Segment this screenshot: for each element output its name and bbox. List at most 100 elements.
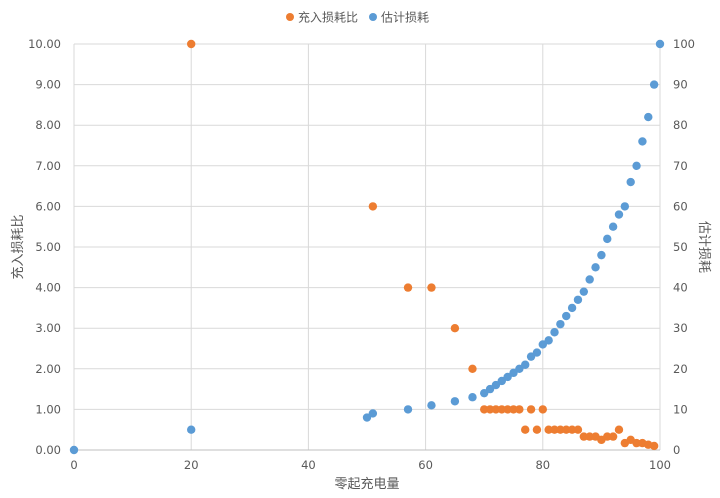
estimated-loss-point bbox=[573, 295, 583, 304]
estimated-loss-point bbox=[503, 372, 512, 382]
charge-loss-ratio-point bbox=[509, 405, 518, 414]
legend-marker-estimated-loss bbox=[369, 13, 377, 21]
estimated-loss-point bbox=[497, 376, 506, 386]
estimated-loss-point bbox=[544, 336, 553, 345]
estimated-loss-point bbox=[362, 413, 372, 422]
x-tick-label: 80 bbox=[535, 458, 550, 472]
estimated-loss-point bbox=[526, 352, 536, 361]
x-tick-label: 20 bbox=[184, 458, 199, 472]
y-left-tick-label: 5.00 bbox=[35, 240, 61, 254]
data-points bbox=[69, 39, 665, 455]
y-right-tick-label: 60 bbox=[673, 199, 688, 213]
charge-loss-ratio-point bbox=[427, 283, 436, 292]
y-right-tick-label: 80 bbox=[673, 118, 688, 132]
charge-loss-ratio-point bbox=[403, 283, 413, 292]
charge-loss-ratio-point bbox=[579, 432, 589, 441]
legend-label-estimated-loss: 估计损耗 bbox=[381, 11, 429, 25]
y-left-tick-label: 9.00 bbox=[35, 78, 61, 92]
estimated-loss-point bbox=[485, 384, 495, 394]
charge-loss-ratio-point bbox=[573, 425, 583, 434]
y-right-tick-label: 70 bbox=[673, 159, 688, 173]
charge-loss-ratio-point bbox=[614, 425, 624, 434]
y-right-tick-label: 50 bbox=[673, 240, 688, 254]
estimated-loss-point bbox=[585, 275, 594, 284]
estimated-loss-point bbox=[368, 409, 378, 418]
estimated-loss-point bbox=[480, 388, 489, 398]
y-left-tick-label: 3.00 bbox=[35, 321, 61, 335]
charge-loss-ratio-point bbox=[585, 432, 594, 441]
y-left-tick-label: 10.00 bbox=[28, 37, 61, 51]
estimated-loss-point bbox=[597, 250, 606, 260]
y-left-tick-label: 7.00 bbox=[35, 159, 61, 173]
y-left-tick-label: 6.00 bbox=[35, 199, 61, 213]
estimated-loss-point bbox=[567, 303, 577, 313]
estimated-loss-point bbox=[620, 202, 630, 211]
charge-loss-ratio-point bbox=[567, 425, 577, 434]
charge-loss-ratio-point bbox=[368, 202, 378, 211]
estimated-loss-point bbox=[608, 222, 618, 231]
charge-loss-ratio-point bbox=[544, 425, 553, 434]
charge-loss-ratio-point bbox=[491, 405, 501, 414]
estimated-loss-point bbox=[538, 340, 547, 349]
series-1-points bbox=[69, 39, 665, 455]
legend: 充入损耗比 估计损耗 bbox=[286, 10, 429, 25]
x-tick-label: 60 bbox=[418, 458, 433, 472]
charge-loss-ratio-point bbox=[562, 425, 571, 434]
charge-loss-ratio-point bbox=[649, 441, 659, 451]
estimated-loss-point bbox=[515, 364, 524, 373]
x-tick-label: 40 bbox=[301, 458, 316, 472]
tick-labels: 0.00 0 1.00 10 2.00 20 3.00 30 4.00 40 5.00 50 6.00 6… bbox=[28, 37, 695, 472]
charge-loss-ratio-point bbox=[608, 432, 618, 441]
estimated-loss-point bbox=[187, 425, 196, 434]
gridlines bbox=[73, 43, 661, 451]
charge-loss-ratio-point bbox=[485, 405, 495, 414]
series-0-points bbox=[187, 39, 659, 451]
y-right-tick-label: 10 bbox=[673, 402, 688, 416]
y-right-tick-label: 30 bbox=[673, 321, 688, 335]
estimated-loss-point bbox=[550, 328, 559, 337]
charge-loss-ratio-point bbox=[450, 324, 460, 333]
y-left-tick-label: 1.00 bbox=[35, 402, 61, 416]
estimated-loss-point bbox=[591, 263, 600, 272]
y-right-tick-label: 90 bbox=[673, 78, 688, 92]
x-tick-label: 0 bbox=[70, 458, 77, 472]
y-left-tick-label: 8.00 bbox=[35, 118, 61, 132]
estimated-loss-point bbox=[632, 161, 641, 170]
estimated-loss-point bbox=[532, 348, 542, 357]
estimated-loss-point bbox=[491, 380, 501, 390]
charge-loss-ratio-point bbox=[515, 405, 524, 414]
estimated-loss-point bbox=[614, 210, 624, 219]
x-tick-label: 100 bbox=[649, 458, 671, 472]
charge-loss-ratio-point bbox=[468, 364, 477, 373]
estimated-loss-point bbox=[638, 137, 647, 146]
charge-loss-ratio-point bbox=[480, 405, 489, 414]
estimated-loss-point bbox=[521, 360, 530, 369]
y-axis-right-title: 估计损耗 bbox=[696, 221, 711, 273]
estimated-loss-point bbox=[649, 80, 659, 89]
charge-loss-ratio-point bbox=[556, 425, 565, 434]
estimated-loss-point bbox=[450, 397, 460, 406]
y-right-tick-label: 20 bbox=[673, 362, 688, 376]
estimated-loss-point bbox=[556, 319, 565, 329]
legend-label-charge-loss-ratio: 充入损耗比 bbox=[298, 10, 358, 25]
charge-loss-ratio-point bbox=[603, 432, 612, 441]
estimated-loss-point bbox=[509, 368, 518, 378]
estimated-loss-point bbox=[579, 287, 589, 296]
y-left-tick-label: 0.00 bbox=[35, 443, 61, 457]
y-left-tick-label: 4.00 bbox=[35, 281, 61, 295]
y-right-tick-label: 100 bbox=[673, 37, 695, 51]
estimated-loss-point bbox=[626, 177, 635, 187]
y-axis-left-title: 充入损耗比 bbox=[10, 214, 26, 279]
charge-loss-ratio-point bbox=[187, 39, 196, 49]
estimated-loss-point bbox=[427, 401, 436, 410]
charge-loss-ratio-point bbox=[503, 405, 512, 414]
legend-marker-charge-loss-ratio bbox=[286, 13, 294, 21]
charge-loss-ratio-point bbox=[550, 425, 559, 434]
y-left-tick-label: 2.00 bbox=[35, 362, 61, 376]
x-axis-title: 零起充电量 bbox=[334, 476, 399, 492]
estimated-loss-point bbox=[69, 445, 79, 455]
y-right-tick-label: 0 bbox=[673, 443, 680, 457]
charge-loss-ratio-point bbox=[526, 405, 536, 414]
